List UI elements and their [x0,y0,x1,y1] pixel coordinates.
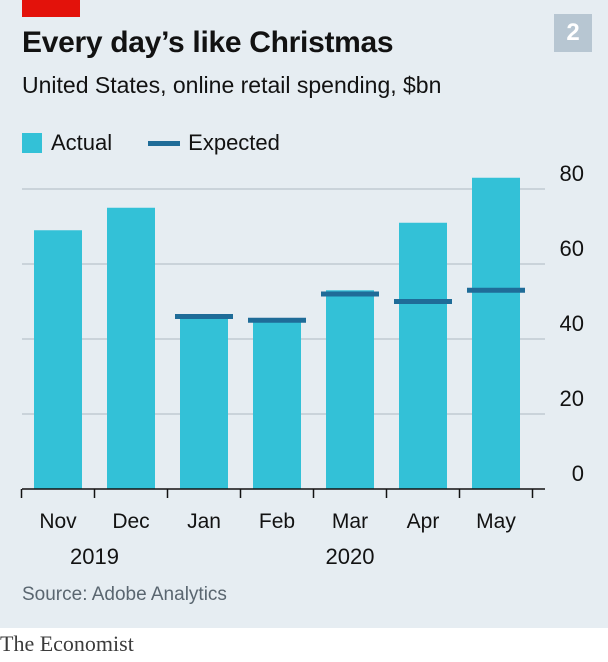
x-tick-label: Mar [332,510,368,533]
brand-red-tag [22,0,80,17]
x-tick-label: Jan [187,510,221,533]
chart-title: Every day’s like Christmas [22,26,394,59]
bar-actual [472,177,520,489]
legend-swatch-actual [22,133,42,153]
marker-expected [321,291,379,297]
bar-actual [34,230,82,489]
chart-number-badge: 2 [554,14,592,52]
bar-actual [180,316,228,489]
bar-actual [253,320,301,489]
y-tick-label: 40 [560,311,584,336]
marker-expected [248,317,306,323]
x-tick-label: Feb [259,510,295,533]
y-tick-label: 20 [560,386,584,411]
legend-label-expected: Expected [188,130,280,155]
marker-expected [394,299,452,304]
source-note: Source: Adobe Analytics [22,584,227,605]
bar-actual [107,207,155,489]
y-tick-label: 60 [560,236,584,261]
x-tick-label: Dec [112,510,149,533]
marker-expected [467,287,525,293]
bar-chart: 0 20 40 60 80 Nov Dec Jan Feb Mar Apr May 2019 2020 [20,161,584,569]
bar-actual [399,222,447,489]
year-label: 2020 [326,544,375,569]
legend: Actual Expected [22,128,280,158]
marker-expected [175,314,233,319]
y-tick-label: 80 [560,161,584,186]
bar-actual [326,290,374,489]
x-tick-label: May [476,510,516,533]
y-tick-label: 0 [572,461,584,486]
economist-wordmark: The Economist [0,631,134,656]
chart-subtitle: United States, online retail spending, $… [22,72,442,98]
x-tick-label: Nov [39,510,77,533]
legend-swatch-expected [148,140,181,146]
year-label: 2019 [70,544,119,569]
x-tick-label: Apr [407,510,440,533]
legend-label-actual: Actual [51,130,113,155]
